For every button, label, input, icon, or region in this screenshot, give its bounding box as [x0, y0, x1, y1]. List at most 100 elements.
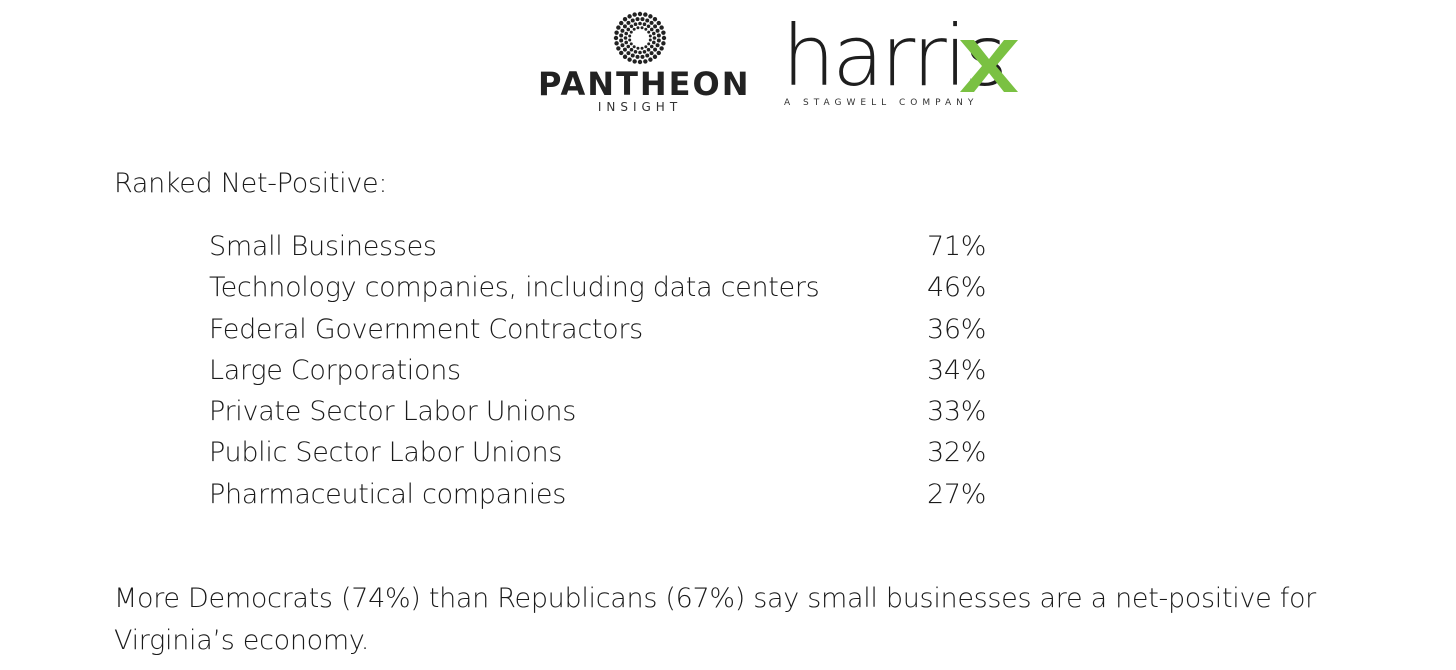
sunburst-dot — [638, 21, 642, 26]
ranking-value: 27% — [927, 478, 987, 510]
sunburst-dot — [646, 47, 651, 52]
pantheon-logo-subtitle: INSIGHT — [597, 100, 683, 114]
ranking-label: Small Businesses — [209, 231, 437, 262]
sunburst-dot — [626, 20, 631, 25]
sunburst-dot — [632, 12, 637, 17]
ranking-row: Private Sector Labor Unions 33% — [209, 393, 989, 434]
sunburst-dot — [651, 40, 656, 45]
sunburst-dot — [619, 38, 624, 43]
ranking-value: 33% — [927, 396, 987, 428]
sunburst-dot — [626, 51, 631, 56]
sunburst-dot — [640, 46, 644, 50]
ranking-value: 32% — [927, 437, 987, 469]
ranking-value: 36% — [927, 313, 987, 345]
sunburst-dot — [653, 24, 658, 29]
ranking-row: Technology companies, including data cen… — [209, 269, 989, 310]
sunburst-dot — [619, 20, 624, 26]
sunburst-dot — [620, 43, 625, 48]
sunburst-dot — [659, 25, 664, 30]
sunburst-dot — [648, 57, 653, 62]
sunburst-dot — [649, 20, 654, 25]
sunburst-dot — [632, 59, 637, 64]
sunburst-dot — [635, 54, 640, 59]
sunburst-dot — [655, 43, 660, 48]
sunburst-dot — [661, 30, 666, 35]
sunburst-dot — [649, 44, 654, 49]
sunburst-dot — [628, 38, 632, 42]
sunburst-dot — [643, 59, 648, 64]
sunburst-dot — [619, 50, 624, 56]
sunburst-dot — [647, 42, 651, 46]
sunburst-dot — [640, 26, 644, 30]
sunburst-dot — [652, 36, 657, 40]
sunburst-dot — [653, 47, 658, 52]
sunburst-icon — [613, 11, 667, 65]
pantheon-logo-name: PANTHEON — [538, 65, 751, 103]
logo-header: PANTHEON INSIGHT harris A STAGWELL COMPA… — [0, 0, 1456, 130]
ranking-label: Private Sector Labor Unions — [209, 396, 576, 428]
sunburst-dot — [648, 34, 652, 38]
sunburst-dot — [633, 22, 638, 27]
sunburst-dot — [656, 20, 661, 26]
sunburst-dot — [633, 49, 638, 54]
sunburst-dot — [648, 14, 653, 19]
ranking-list: Small Businesses 71% Technology companie… — [209, 228, 989, 517]
sunburst-dot — [632, 45, 636, 49]
sunburst-dot — [637, 59, 643, 65]
sunburst-dot — [627, 57, 632, 62]
ranking-value: 46% — [927, 272, 987, 304]
sunburst-dot — [629, 30, 633, 34]
sunburst-dot — [661, 35, 667, 41]
sunburst-dot — [623, 36, 628, 40]
ranking-label: Large Corporations — [209, 354, 461, 386]
sunburst-dot — [614, 30, 619, 35]
sunburst-dot — [659, 46, 664, 51]
sunburst-dot — [622, 47, 627, 52]
ranking-row: Public Sector Labor Unions 32% — [209, 434, 989, 475]
sunburst-dot — [629, 42, 633, 46]
ranking-value: 34% — [927, 354, 987, 386]
sunburst-dot — [652, 54, 658, 59]
sunburst-dot — [645, 53, 650, 58]
sunburst-dot — [642, 49, 647, 54]
sunburst-dot — [614, 41, 619, 46]
sunburst-dot — [656, 33, 661, 38]
sunburst-dot — [636, 46, 640, 50]
sunburst-dot — [661, 41, 666, 46]
sunburst-dot — [644, 45, 648, 49]
harrisx-logo-subtitle: A STAGWELL COMPANY — [784, 98, 979, 108]
sunburst-dot — [616, 46, 621, 51]
sunburst-dot — [649, 27, 654, 32]
sunburst-dot — [632, 27, 636, 31]
sunburst-dot — [629, 47, 634, 52]
sunburst-dot — [620, 28, 625, 33]
sunburst-dot — [640, 17, 645, 22]
sunburst-dot — [616, 25, 621, 30]
sunburst-dot — [626, 27, 631, 32]
ranking-label: Pharmaceutical companies — [209, 478, 566, 510]
ranking-row: Federal Government Contractors 36% — [209, 311, 989, 352]
sunburst-dot — [635, 17, 640, 22]
sunburst-dot — [624, 40, 629, 45]
ranking-value: 71% — [927, 231, 987, 262]
sunburst-dot — [656, 38, 661, 43]
sunburst-dot — [640, 54, 645, 59]
x-mark-icon — [960, 40, 1018, 92]
sunburst-dot — [649, 51, 654, 56]
sunburst-dot — [652, 17, 658, 22]
sunburst-dot — [648, 38, 652, 42]
sunburst-dot — [619, 33, 624, 38]
sunburst-dot — [629, 24, 634, 29]
sunburst-dot — [647, 30, 651, 34]
sunburst-dot — [642, 22, 647, 27]
sunburst-dot — [628, 34, 632, 38]
section-heading: Ranked Net-Positive: — [114, 168, 388, 199]
sunburst-dot — [630, 18, 635, 23]
sunburst-dot — [622, 24, 627, 29]
ranking-label: Public Sector Labor Unions — [209, 437, 563, 469]
sunburst-dot — [630, 53, 635, 58]
sunburst-dot — [622, 54, 628, 59]
ranking-label: Federal Government Contractors — [209, 313, 643, 345]
sunburst-dot — [636, 26, 640, 30]
sunburst-dot — [644, 27, 648, 31]
